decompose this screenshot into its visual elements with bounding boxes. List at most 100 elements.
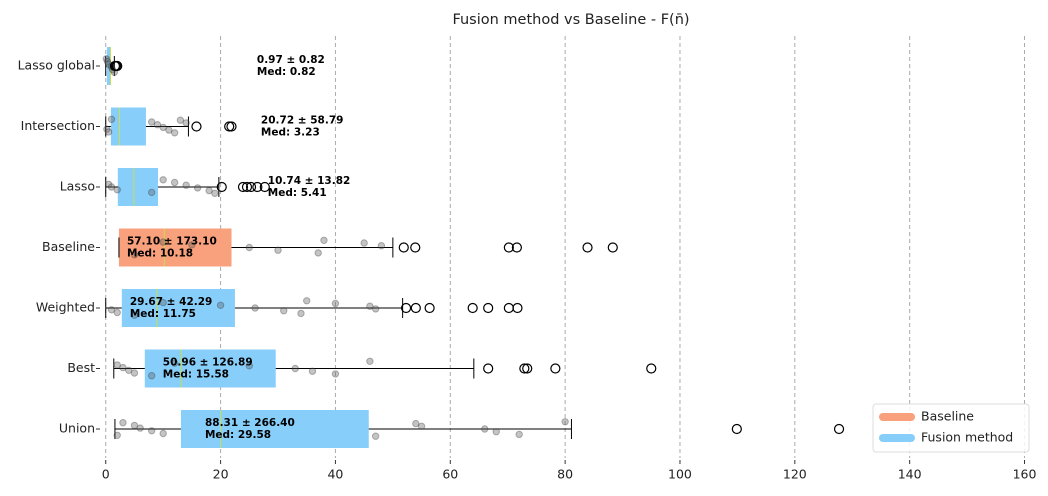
outlier	[259, 181, 270, 193]
x-tick-label: 140	[898, 467, 922, 482]
point	[130, 369, 139, 377]
y-tick-label: Union	[59, 421, 95, 436]
y-tick-label: Baseline	[42, 239, 95, 254]
annotation: 20.72 ± 58.79	[261, 115, 344, 127]
point	[245, 362, 254, 370]
annotation: 50.96 ± 126.89	[163, 357, 253, 369]
point	[159, 176, 167, 184]
annotation: 0.97 ± 0.82	[257, 54, 325, 66]
point	[119, 419, 127, 427]
outlier	[410, 242, 421, 253]
point	[125, 366, 133, 374]
y-tick-label: Weighted	[36, 300, 95, 315]
point	[104, 128, 113, 136]
point	[314, 249, 322, 257]
point	[113, 361, 121, 369]
outlier	[519, 363, 530, 374]
outlier	[224, 121, 235, 132]
point	[308, 367, 317, 375]
point	[481, 425, 489, 433]
point	[182, 119, 190, 127]
point	[251, 304, 259, 312]
annotation: Med: 15.58	[163, 369, 229, 381]
box	[117, 168, 158, 206]
outlier	[522, 363, 533, 374]
x-tick-label: 60	[442, 467, 458, 482]
chart-title: Fusion method vs Baseline - F(n̄)	[452, 12, 689, 28]
point	[360, 239, 368, 247]
point	[153, 121, 162, 129]
outlier	[503, 242, 514, 253]
point	[107, 115, 116, 124]
x-tick-label: 40	[327, 467, 343, 482]
annotation: Med: 29.58	[205, 429, 271, 441]
x-tick-label: 120	[783, 467, 807, 482]
annotation: 88.31 ± 266.40	[205, 417, 295, 429]
point	[297, 309, 305, 318]
point	[103, 57, 112, 66]
point	[371, 432, 380, 440]
outlier	[424, 302, 435, 314]
point	[205, 186, 213, 195]
outlier	[550, 363, 561, 374]
annotation: Med: 10.18	[127, 248, 193, 260]
box	[144, 349, 276, 388]
box	[121, 289, 235, 327]
y-tick-label: Intersection	[21, 118, 95, 133]
point	[216, 301, 225, 309]
point	[170, 178, 179, 187]
box	[118, 228, 232, 267]
point	[159, 298, 167, 307]
point	[320, 236, 328, 245]
point	[366, 302, 374, 310]
point	[274, 246, 282, 254]
outlier	[483, 363, 494, 374]
point	[113, 308, 121, 317]
point	[245, 243, 254, 252]
annotation: Med: 11.75	[130, 308, 196, 320]
point	[515, 430, 523, 439]
point	[147, 118, 156, 126]
x-tick-label: 80	[557, 467, 573, 482]
outlier	[241, 181, 253, 193]
point	[136, 424, 144, 432]
outlier	[833, 423, 845, 435]
point	[147, 372, 156, 380]
x-tick-label: 0	[102, 467, 110, 482]
x-tick-label: 160	[1013, 467, 1037, 482]
outlier	[400, 302, 412, 314]
point	[170, 129, 179, 137]
outlier	[503, 302, 514, 314]
point	[331, 370, 340, 378]
annotation: Med: 0.82	[257, 66, 316, 78]
outlier	[410, 302, 421, 314]
outlier	[731, 423, 742, 435]
outlier	[398, 242, 409, 253]
outlier	[512, 302, 523, 314]
point	[211, 189, 219, 198]
point	[280, 307, 288, 315]
point	[176, 116, 185, 124]
point	[104, 180, 113, 189]
point	[188, 241, 196, 249]
outlier	[112, 60, 123, 72]
outlier	[245, 181, 257, 193]
point	[417, 422, 426, 430]
outlier	[607, 242, 618, 253]
point	[182, 181, 190, 189]
point	[159, 429, 167, 438]
point	[147, 188, 156, 197]
box	[106, 47, 111, 85]
outlier	[191, 121, 202, 132]
outlier	[582, 242, 593, 253]
point	[561, 418, 569, 426]
point	[130, 311, 139, 319]
point	[492, 428, 500, 436]
annotation: 57.10 ± 173.10	[127, 236, 217, 248]
legend-label: Baseline	[921, 409, 974, 424]
annotation: 10.74 ± 13.82	[268, 175, 351, 187]
outlier	[216, 181, 227, 193]
point	[165, 126, 173, 134]
point	[412, 419, 420, 428]
